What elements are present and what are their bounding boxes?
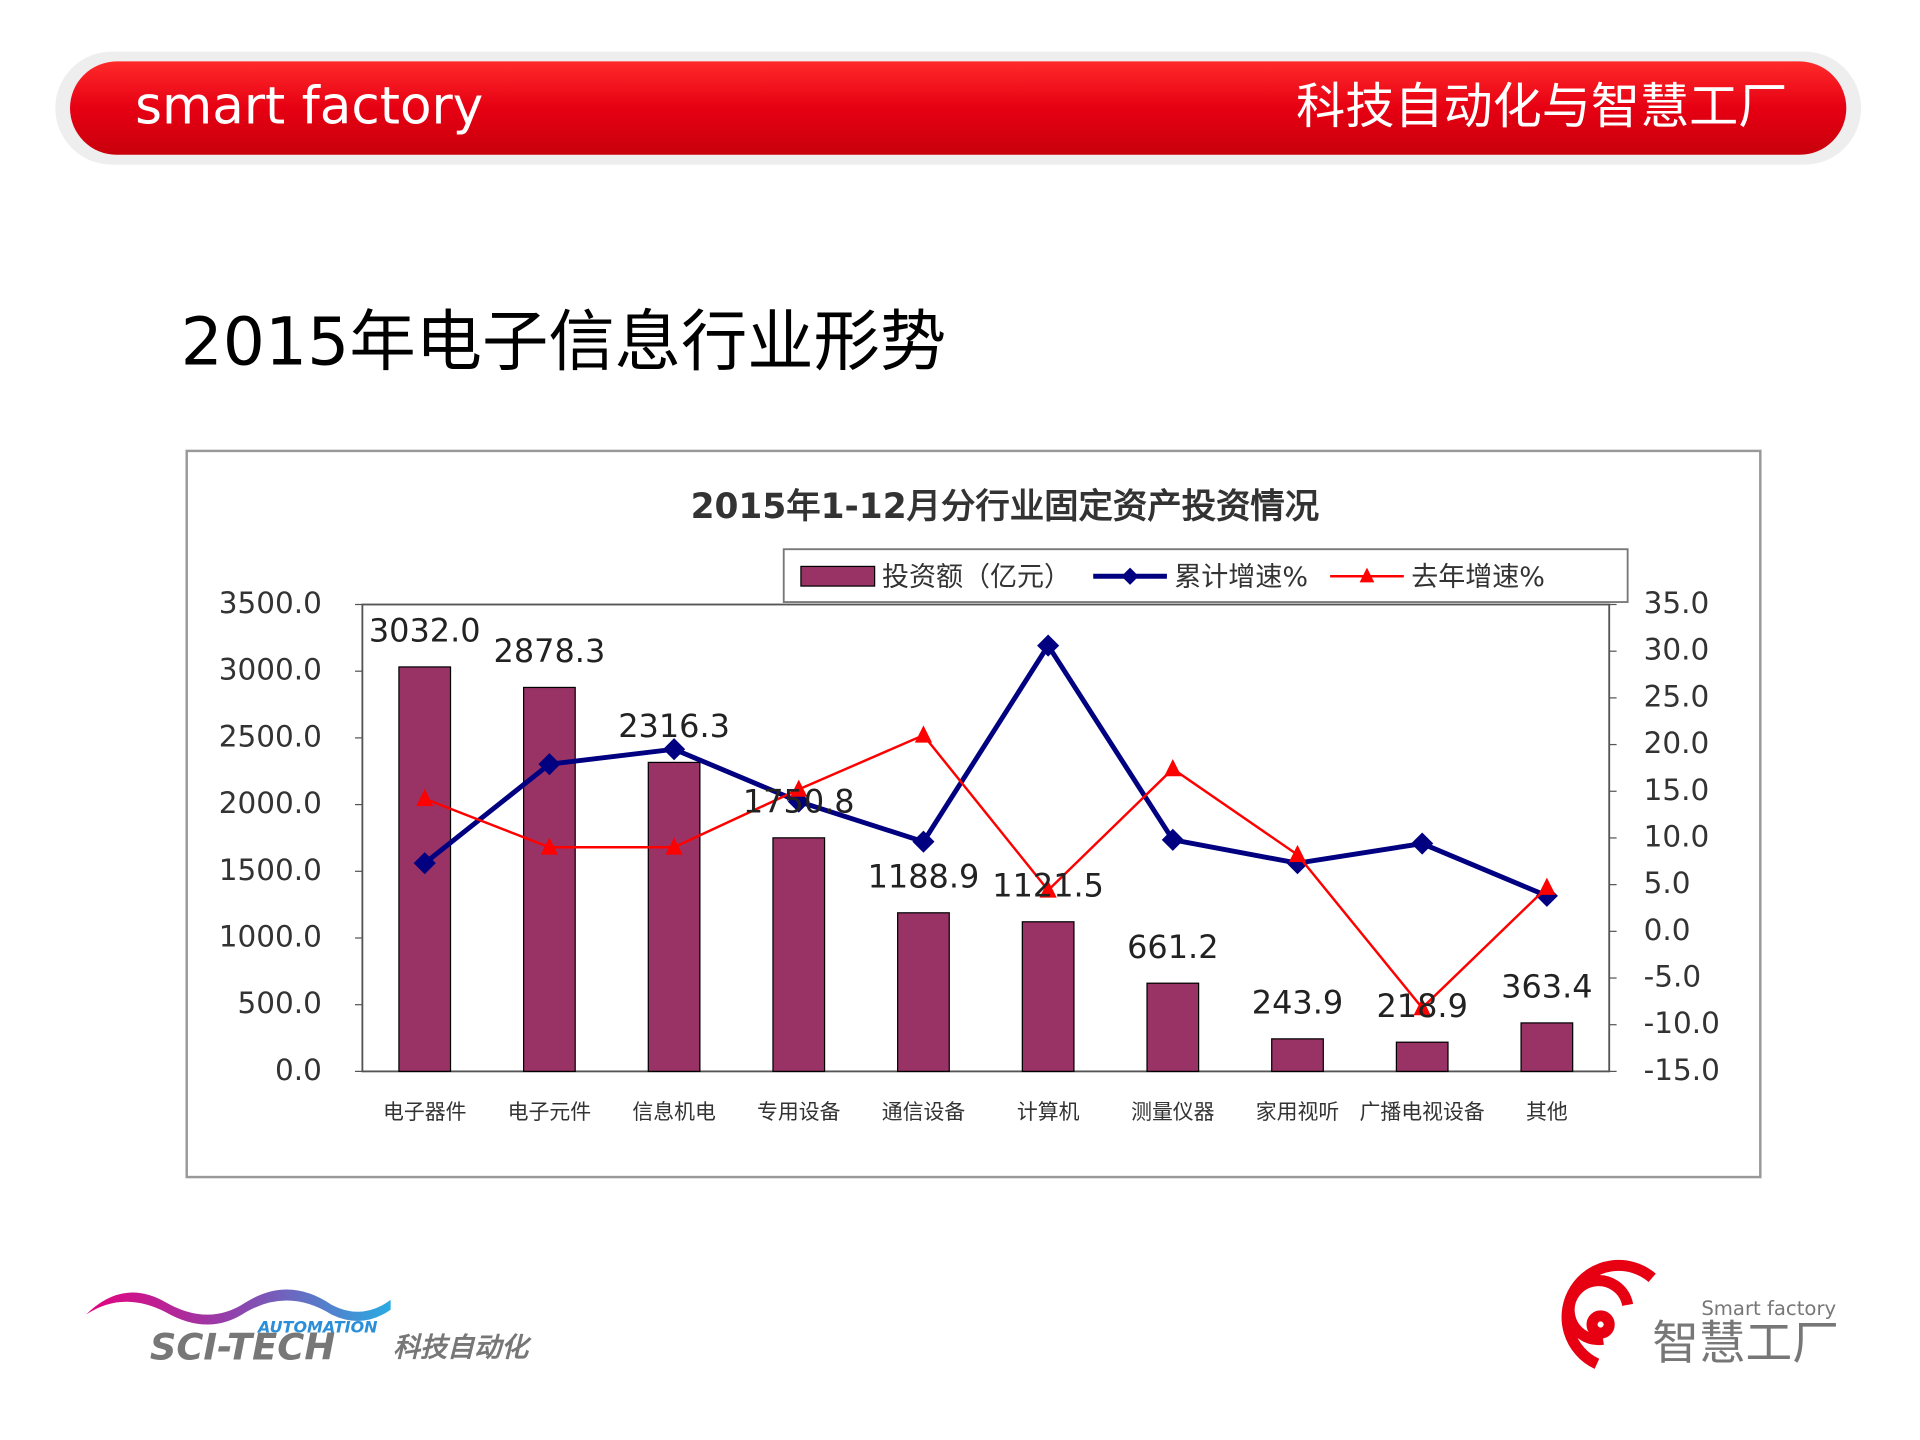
value-label: 1121.5	[992, 866, 1104, 904]
value-label: 1188.9	[868, 857, 980, 895]
value-label: 661.2	[1127, 928, 1218, 966]
y2-tick-label: 0.0	[1644, 913, 1691, 947]
value-label: 3032.0	[369, 612, 481, 650]
bar	[1021, 921, 1075, 1073]
y-tick-label: 3500.0	[219, 586, 322, 620]
y-tick-label: 1000.0	[219, 919, 322, 953]
value-label: 2316.3	[618, 707, 730, 745]
line-marker	[1037, 634, 1060, 657]
y2-tick-label: 15.0	[1644, 773, 1710, 807]
chart-title: 2015年1-12月分行业固定资产投资情况	[691, 487, 1320, 527]
line-series	[424, 733, 1548, 1010]
right-logo-mark	[1561, 1259, 1656, 1369]
legend: 投资额（亿元） 累计增速% 去年增速%	[800, 562, 1545, 593]
line-marker	[912, 830, 935, 853]
legend-swatch	[800, 565, 876, 587]
bar	[647, 761, 701, 1073]
bar	[1271, 1038, 1324, 1073]
slide-title: 2015年电子信息行业形势	[181, 303, 947, 381]
x-tick-label: 电子器件	[383, 1100, 466, 1124]
legend-label: 去年增速%	[1411, 562, 1545, 593]
line-marker	[540, 837, 559, 855]
line-marker	[1413, 998, 1431, 1016]
right-logo-cn: 智慧工厂	[1652, 1317, 1839, 1371]
line-marker	[1288, 844, 1307, 863]
y2-tick-label: -5.0	[1644, 960, 1701, 994]
header-right: 科技自动化与智慧工厂	[1296, 77, 1787, 135]
x-tick-label: 专用设备	[757, 1100, 841, 1124]
line-marker	[1411, 832, 1434, 855]
left-logo-cn: 科技自动化	[393, 1333, 532, 1364]
legend-box	[782, 548, 1629, 603]
x-tick-label: 电子元件	[508, 1100, 591, 1124]
x-tick-label: 广播电视设备	[1360, 1100, 1485, 1124]
y-tick-label: 1500.0	[219, 853, 322, 887]
y2-tick-label: 25.0	[1644, 679, 1710, 713]
legend-label: 累计增速%	[1174, 562, 1308, 593]
y2-tick-label: 5.0	[1644, 866, 1691, 900]
line-marker	[416, 788, 434, 807]
header-bar	[70, 61, 1847, 155]
y-tick-label: 3000.0	[219, 653, 322, 687]
chart: 0.0 500.0 1000.0 1500.0 2000.0 2500.0 3000.0 35…	[219, 586, 1720, 1124]
line-marker	[1164, 759, 1182, 777]
line-marker	[1039, 880, 1057, 898]
legend-marker	[1359, 567, 1375, 583]
bar	[1395, 1041, 1449, 1073]
value-label: 243.9	[1252, 983, 1343, 1021]
x-tick-label: 通信设备	[882, 1100, 966, 1124]
line-marker	[665, 837, 683, 855]
bar	[522, 686, 576, 1073]
bar	[1520, 1022, 1574, 1073]
y-tick-label: 0.0	[275, 1053, 322, 1087]
y-tick-label: 2500.0	[219, 719, 322, 753]
line-marker	[790, 779, 808, 797]
line-marker	[914, 725, 933, 743]
bar	[1146, 982, 1200, 1073]
y2-tick-label: 30.0	[1644, 633, 1710, 667]
y2-tick-label: 10.0	[1644, 819, 1710, 853]
line-marker	[538, 753, 561, 776]
x-tick-label: 家用视听	[1256, 1100, 1339, 1124]
legend-label: 投资额（亿元）	[882, 562, 1071, 593]
x-tick-label: 计算机	[1017, 1100, 1080, 1124]
header-left: smart factory	[135, 76, 483, 136]
line-series	[423, 641, 1548, 899]
right-logo-en: Smart factory	[1701, 1297, 1836, 1320]
y-tick-label: 500.0	[237, 986, 321, 1020]
value-label: 1750.8	[743, 782, 855, 820]
x-tick-label: 其他	[1526, 1100, 1568, 1124]
x-tick-label: 信息机电	[632, 1100, 716, 1124]
line-marker	[413, 852, 436, 875]
left-logo-wave	[85, 1289, 391, 1325]
y-tick-label: 2000.0	[219, 786, 322, 820]
value-label: 218.9	[1376, 987, 1467, 1025]
line-marker	[1538, 877, 1556, 895]
left-logo-small: AUTOMATION	[256, 1318, 378, 1337]
legend-marker	[1121, 567, 1139, 585]
y2-tick-label: -10.0	[1644, 1006, 1720, 1040]
value-label: 363.4	[1501, 968, 1592, 1006]
y2-tick-label: 35.0	[1644, 586, 1710, 620]
value-label: 2878.3	[494, 632, 606, 670]
y2-tick-label: -15.0	[1644, 1053, 1720, 1087]
y2-tick-label: 20.0	[1644, 726, 1710, 760]
bar	[897, 912, 950, 1073]
x-tick-label: 测量仪器	[1131, 1100, 1215, 1124]
bar	[772, 837, 826, 1073]
left-logo-main: SCI-TECH	[150, 1326, 335, 1369]
